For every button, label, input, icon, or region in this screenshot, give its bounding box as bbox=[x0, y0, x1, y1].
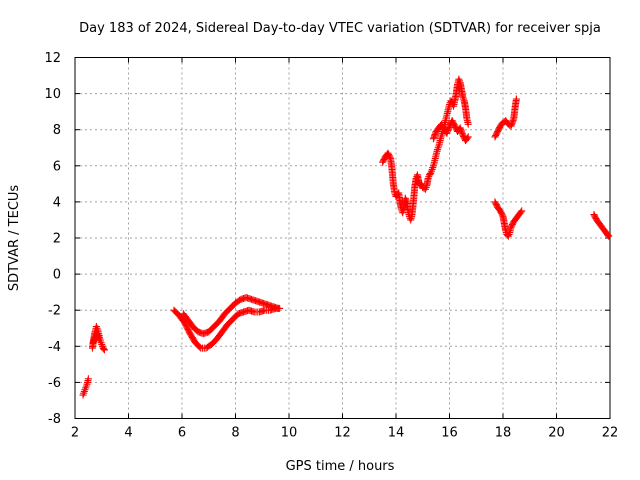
x-tick-label: 14 bbox=[388, 426, 405, 441]
y-tick-labels: -8 -6 -4 -2 0 2 4 6 8 10 12 bbox=[44, 51, 61, 427]
data-point bbox=[274, 304, 282, 312]
x-tick-label: 12 bbox=[334, 426, 351, 441]
data-point bbox=[605, 232, 613, 240]
data-point bbox=[100, 346, 108, 354]
x-tick-label: 10 bbox=[281, 426, 298, 441]
data-point bbox=[512, 95, 520, 103]
data-point bbox=[464, 133, 472, 141]
y-tick-label: -6 bbox=[48, 376, 61, 391]
y-tick-label: 8 bbox=[53, 123, 61, 138]
data-point bbox=[84, 375, 92, 383]
x-tick-label: 18 bbox=[495, 426, 512, 441]
data-point bbox=[95, 335, 103, 343]
grid bbox=[75, 57, 610, 419]
data-point bbox=[463, 134, 471, 142]
x-tick-label: 16 bbox=[441, 426, 458, 441]
y-tick-label: 12 bbox=[44, 51, 61, 66]
y-tick-label: 4 bbox=[53, 195, 61, 210]
data-point bbox=[386, 153, 394, 161]
y-tick-label: 2 bbox=[53, 232, 61, 247]
y-tick-label: 6 bbox=[53, 159, 61, 174]
x-tick-label: 22 bbox=[602, 426, 619, 441]
y-axis-label: SDTVAR / TECUs bbox=[7, 185, 22, 292]
y-tick-label: -8 bbox=[48, 412, 61, 427]
y-tick-label: -4 bbox=[48, 340, 61, 355]
chart-title: Day 183 of 2024, Sidereal Day-to-day VTE… bbox=[79, 21, 601, 36]
data-point bbox=[604, 231, 612, 239]
data-point bbox=[100, 345, 108, 353]
x-tick-label: 4 bbox=[124, 426, 132, 441]
data-point bbox=[517, 208, 525, 216]
y-tick-label: 0 bbox=[53, 268, 61, 283]
x-tick-label: 20 bbox=[548, 426, 565, 441]
data-points bbox=[79, 75, 613, 399]
x-tick-label: 2 bbox=[71, 426, 79, 441]
x-tick-label: 6 bbox=[178, 426, 186, 441]
data-point bbox=[518, 207, 526, 215]
data-point bbox=[464, 120, 472, 128]
x-tick-label: 8 bbox=[231, 426, 239, 441]
x-tick-labels: 2 4 6 8 10 12 14 16 18 20 22 bbox=[71, 426, 618, 441]
y-tick-label: -2 bbox=[48, 304, 61, 319]
y-tick-label: 10 bbox=[44, 87, 61, 102]
x-axis-label: GPS time / hours bbox=[286, 459, 395, 474]
